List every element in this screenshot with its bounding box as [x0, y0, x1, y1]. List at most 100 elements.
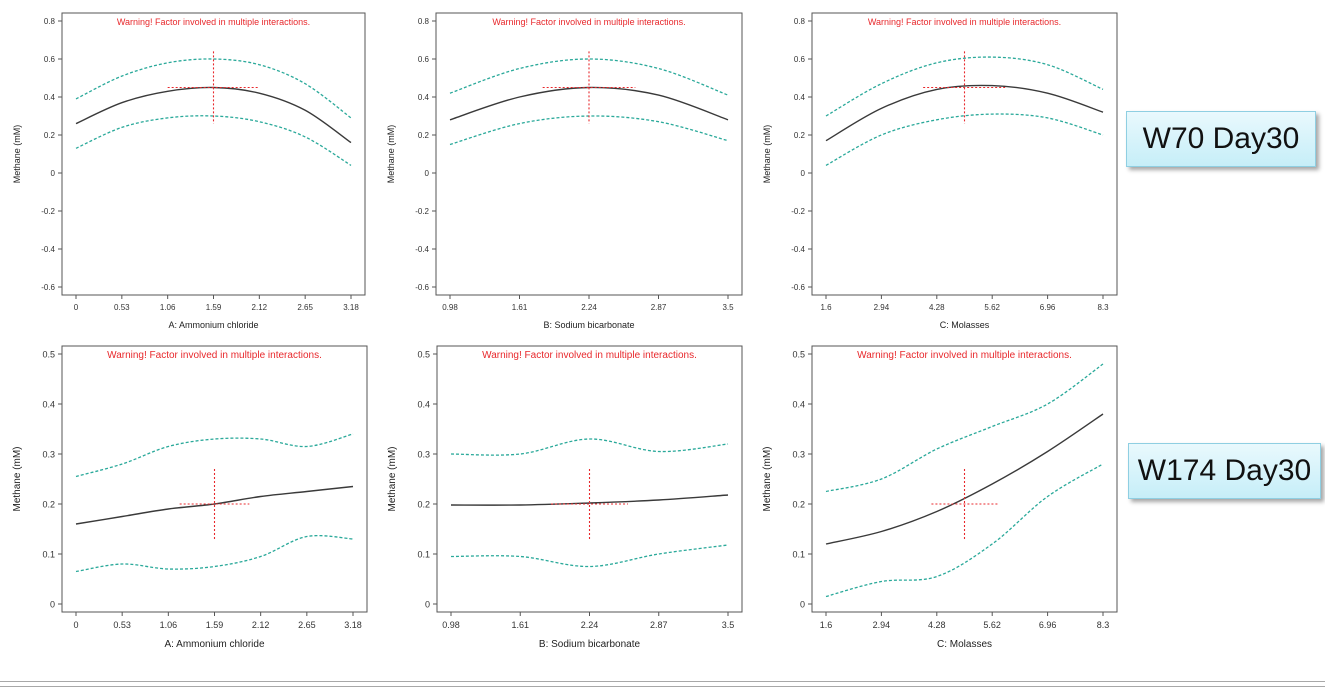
- x-tick-label: 1.06: [160, 620, 178, 630]
- y-tick-label: 0.5: [417, 350, 430, 360]
- y-tick-label: 0.1: [42, 550, 55, 560]
- y-tick-label: 0: [425, 169, 430, 178]
- x-tick-label: 8.3: [1097, 620, 1110, 630]
- plot-frame: [811, 12, 1118, 296]
- bottom-divider-line: [0, 686, 1325, 687]
- y-tick-label: 0: [51, 169, 56, 178]
- x-tick-label: 1.59: [206, 620, 224, 630]
- x-tick-label: 2.65: [298, 620, 316, 630]
- x-tick-label: 5.62: [983, 620, 1001, 630]
- x-tick-label: 3.5: [722, 620, 735, 630]
- x-tick-label: 1.59: [206, 303, 222, 312]
- x-tick-label: 2.65: [297, 303, 313, 312]
- y-tick-label: -0.4: [791, 245, 805, 254]
- y-tick-label: 0: [50, 600, 55, 610]
- x-tick-label: 0.53: [114, 303, 130, 312]
- y-tick-label: 0.2: [417, 500, 430, 510]
- y-tick-label: 0.4: [418, 93, 430, 102]
- y-tick-label: -0.4: [41, 245, 55, 254]
- bottom-divider-line: [0, 681, 1325, 682]
- y-tick-label: 0.6: [44, 55, 56, 64]
- lower-ci-line: [450, 544, 729, 568]
- y-tick-label: -0.6: [791, 283, 805, 292]
- y-tick-label: -0.2: [415, 207, 429, 216]
- x-axis-title: A: Ammonium chloride: [168, 320, 258, 330]
- y-axis-title: Methane (mM): [12, 125, 22, 184]
- x-axis-title: C: Molasses: [937, 639, 992, 650]
- prediction-line: [75, 485, 354, 525]
- y-tick-label: 0.3: [42, 450, 55, 460]
- lower-ci-line: [825, 463, 1104, 598]
- chart-panel-6: 0 0.1 0.2 0.3 0.4 0.5 1.6 2.94 4.28 5.62 6.96 8.3 C:…: [762, 345, 1118, 650]
- x-tick-label: 1.6: [820, 620, 833, 630]
- chart-panel-1: -0.6 -0.4 -0.2 0 0.2 0.4 0.6 0.8 0 0.53 1.06 1.59 2.…: [12, 12, 366, 330]
- lower-ci-line: [75, 534, 354, 573]
- y-tick-label: 0.2: [792, 500, 805, 510]
- y-tick-label: 0.2: [794, 131, 806, 140]
- y-tick-label: 0.5: [42, 350, 55, 360]
- y-tick-label: 0.4: [44, 93, 56, 102]
- y-tick-label: 0.1: [792, 550, 805, 560]
- y-axis-title: Methane (mM): [762, 125, 772, 184]
- lower-ci-line: [75, 115, 352, 166]
- y-tick-label: 0.4: [794, 93, 806, 102]
- y-tick-label: 0: [425, 600, 430, 610]
- y-tick-label: -0.6: [415, 283, 429, 292]
- x-axis-title: A: Ammonium chloride: [164, 639, 264, 650]
- warning-annotation: Warning! Factor involved in multiple int…: [117, 17, 310, 27]
- chart-panel-2: -0.6 -0.4 -0.2 0 0.2 0.4 0.6 0.8 0.98 1.61 2.24 2.8…: [386, 12, 743, 330]
- y-axis-title: Methane (mM): [386, 125, 396, 184]
- y-tick-label: -0.6: [41, 283, 55, 292]
- x-tick-label: 1.61: [512, 303, 528, 312]
- x-tick-label: 6.96: [1040, 303, 1056, 312]
- y-tick-label: 0.6: [794, 55, 806, 64]
- y-tick-label: 0.2: [42, 500, 55, 510]
- y-tick-label: -0.4: [415, 245, 429, 254]
- x-tick-label: 3.18: [344, 620, 362, 630]
- upper-ci-line: [75, 433, 354, 478]
- y-tick-label: 0.3: [792, 450, 805, 460]
- x-tick-label: 8.3: [1097, 303, 1109, 312]
- chart-panel-5: 0 0.1 0.2 0.3 0.4 0.5 0.98 1.61 2.24 2.87 3.5 B: So…: [387, 345, 743, 650]
- y-tick-label: 0.3: [417, 450, 430, 460]
- x-tick-label: 4.28: [928, 620, 946, 630]
- y-tick-label: 0: [800, 600, 805, 610]
- y-tick-label: 0.5: [792, 350, 805, 360]
- x-axis-title: C: Molasses: [940, 320, 990, 330]
- warning-annotation: Warning! Factor involved in multiple int…: [482, 350, 697, 361]
- x-tick-label: 1.61: [511, 620, 529, 630]
- x-tick-label: 1.06: [160, 303, 176, 312]
- y-tick-label: 0.4: [792, 400, 805, 410]
- x-tick-label: 2.12: [252, 620, 270, 630]
- x-tick-label: 2.94: [874, 303, 890, 312]
- plot-frame: [61, 12, 366, 296]
- warning-annotation: Warning! Factor involved in multiple int…: [107, 350, 322, 361]
- y-axis-title: Methane (mM): [762, 446, 773, 511]
- x-tick-label: 0: [73, 620, 78, 630]
- y-tick-label: 0.4: [42, 400, 55, 410]
- group-label-w70: W70 Day30: [1126, 111, 1316, 167]
- y-tick-label: 0.8: [794, 17, 806, 26]
- y-axis-title: Methane (mM): [12, 446, 23, 511]
- x-tick-label: 0: [74, 303, 79, 312]
- prediction-line: [825, 413, 1104, 545]
- x-tick-label: 3.18: [343, 303, 359, 312]
- upper-ci-line: [825, 363, 1104, 493]
- upper-ci-line: [825, 56, 1104, 117]
- chart-panel-3: -0.6 -0.4 -0.2 0 0.2 0.4 0.6 0.8 1.6 2.94 4.28 5.62…: [762, 12, 1118, 330]
- y-tick-label: -0.2: [41, 207, 55, 216]
- x-tick-label: 0.98: [442, 620, 460, 630]
- y-axis-title: Methane (mM): [387, 446, 398, 511]
- y-tick-label: 0.4: [417, 400, 430, 410]
- x-tick-label: 2.94: [873, 620, 891, 630]
- x-tick-label: 1.6: [820, 303, 832, 312]
- x-axis-title: B: Sodium bicarbonate: [539, 639, 641, 650]
- plot-frame: [435, 12, 743, 296]
- y-tick-label: 0: [801, 169, 806, 178]
- chart-panel-4: 0 0.1 0.2 0.3 0.4 0.5 0 0.53 1.06 1.59 2.12 2.65 3.1…: [12, 345, 368, 650]
- y-tick-label: 0.8: [418, 17, 430, 26]
- x-tick-label: 2.24: [581, 303, 597, 312]
- upper-ci-line: [75, 58, 352, 119]
- y-tick-label: 0.6: [418, 55, 430, 64]
